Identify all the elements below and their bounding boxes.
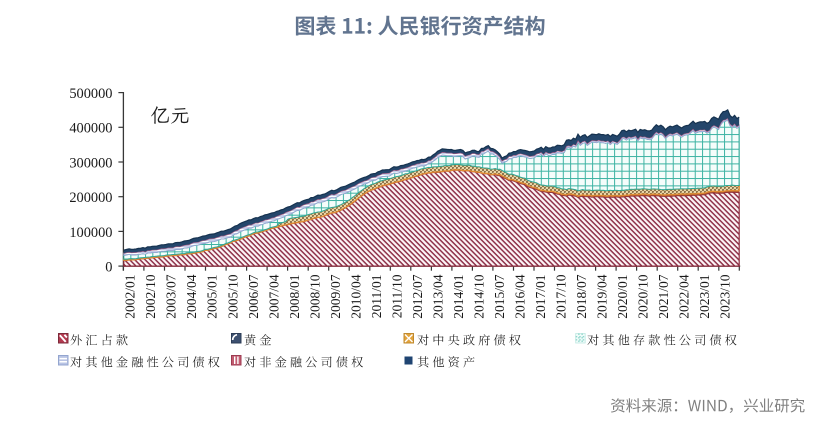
svg-text:2022/04: 2022/04 xyxy=(677,274,692,319)
svg-text:2010/04: 2010/04 xyxy=(348,274,363,319)
svg-text:2008/01: 2008/01 xyxy=(287,275,302,319)
svg-text:2012/07: 2012/07 xyxy=(410,274,425,319)
svg-text:200000: 200000 xyxy=(69,190,112,206)
svg-text:2021/07: 2021/07 xyxy=(656,274,671,319)
svg-text:100000: 100000 xyxy=(69,225,112,241)
svg-text:2018/07: 2018/07 xyxy=(574,274,589,319)
svg-text:500000: 500000 xyxy=(69,86,112,102)
svg-text:2014/10: 2014/10 xyxy=(471,274,486,319)
svg-text:2007/04: 2007/04 xyxy=(266,274,281,319)
svg-text:2017/01: 2017/01 xyxy=(533,275,548,319)
svg-text:2011/10: 2011/10 xyxy=(389,274,404,318)
svg-text:2015/07: 2015/07 xyxy=(492,274,507,319)
svg-text:2023/01: 2023/01 xyxy=(697,275,712,319)
svg-text:2005/01: 2005/01 xyxy=(205,275,220,319)
svg-text:2014/01: 2014/01 xyxy=(451,275,466,319)
svg-text:400000: 400000 xyxy=(69,121,112,137)
svg-text:2019/04: 2019/04 xyxy=(594,274,609,319)
svg-text:300000: 300000 xyxy=(69,155,112,171)
svg-text:2005/10: 2005/10 xyxy=(225,274,240,319)
svg-text:2003/07: 2003/07 xyxy=(164,274,179,319)
svg-text:2016/04: 2016/04 xyxy=(512,274,527,319)
svg-text:2008/10: 2008/10 xyxy=(307,274,322,319)
svg-text:2006/07: 2006/07 xyxy=(246,274,261,319)
svg-text:2002/01: 2002/01 xyxy=(123,275,138,319)
svg-text:0: 0 xyxy=(105,260,112,276)
svg-text:2002/10: 2002/10 xyxy=(143,274,158,319)
svg-text:2009/07: 2009/07 xyxy=(328,274,343,319)
svg-text:2011/01: 2011/01 xyxy=(369,275,384,319)
svg-text:2023/10: 2023/10 xyxy=(718,274,733,319)
svg-text:2013/04: 2013/04 xyxy=(430,274,445,319)
svg-text:2020/10: 2020/10 xyxy=(635,274,650,319)
svg-text:2020/01: 2020/01 xyxy=(615,275,630,319)
svg-text:2017/10: 2017/10 xyxy=(553,274,568,319)
svg-text:2004/04: 2004/04 xyxy=(184,274,199,319)
